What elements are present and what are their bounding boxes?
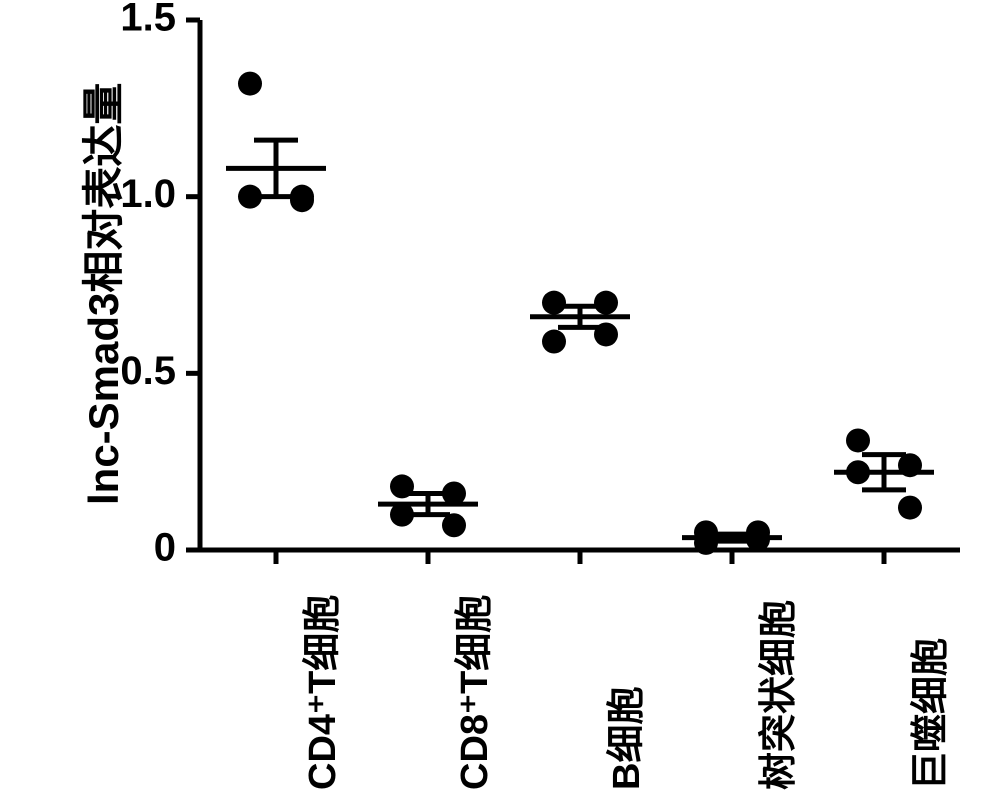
data-point [898, 496, 922, 520]
data-point [898, 453, 922, 477]
x-tick-label: CD8⁺T细胞 [443, 595, 498, 790]
data-point [442, 513, 466, 537]
chart-container: 00.51.01.5 lnc-Smad3相对表达量 CD4⁺T细胞CD8⁺T细胞… [0, 0, 1000, 804]
data-point [746, 520, 770, 544]
y-tick-label: 1.5 [120, 0, 176, 40]
data-point [542, 291, 566, 315]
data-point [846, 428, 870, 452]
data-point [238, 185, 262, 209]
y-tick-label: 0 [154, 526, 176, 570]
data-point [442, 481, 466, 505]
data-point [390, 503, 414, 527]
dot-chart: 00.51.01.5 [0, 0, 1000, 804]
data-point [594, 322, 618, 346]
x-tick-label: CD4⁺T细胞 [291, 595, 346, 790]
x-tick-label: B细胞 [595, 687, 650, 790]
data-point [542, 330, 566, 354]
x-tick-label: 树突状细胞 [747, 600, 802, 790]
data-point [846, 460, 870, 484]
data-point [390, 474, 414, 498]
y-axis-label: lnc-Smad3相对表达量 [70, 83, 131, 505]
data-point [694, 520, 718, 544]
x-tick-label: 巨噬细胞 [899, 638, 954, 790]
data-point [594, 291, 618, 315]
data-point [238, 72, 262, 96]
data-point [290, 185, 314, 209]
